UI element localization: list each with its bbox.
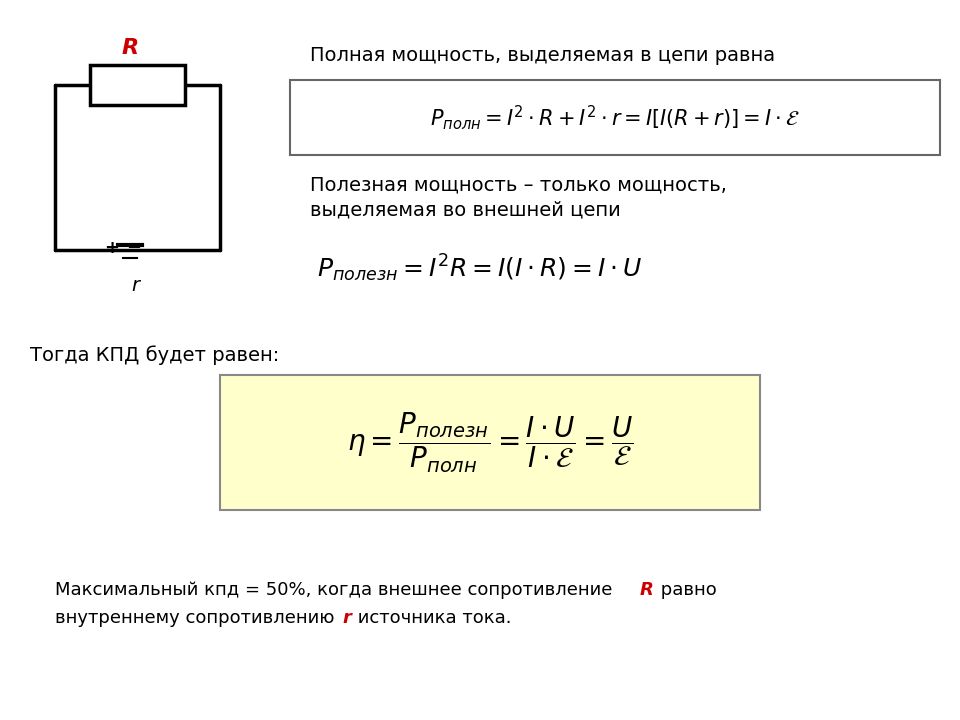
Text: r: r <box>131 276 139 294</box>
Text: Полезная мощность – только мощность,: Полезная мощность – только мощность, <box>310 176 727 194</box>
Text: источника тока.: источника тока. <box>352 609 512 627</box>
Text: $P_{\mathit{полн}} = I^2 \cdot R + I^2 \cdot r = I\left[I(R+r)\right] = I \cdot : $P_{\mathit{полн}} = I^2 \cdot R + I^2 \… <box>430 103 800 132</box>
Text: −: − <box>127 239 141 257</box>
Text: $\eta = \dfrac{P_{\mathit{полезн}}}{P_{\mathit{полн}}} = \dfrac{I \cdot U}{I \cd: $\eta = \dfrac{P_{\mathit{полезн}}}{P_{\… <box>347 410 634 474</box>
Text: +: + <box>105 239 119 257</box>
Text: R: R <box>640 581 654 599</box>
Bar <box>90 65 185 105</box>
Text: выделяемая во внешней цепи: выделяемая во внешней цепи <box>310 200 621 220</box>
Text: Тогда КПД будет равен:: Тогда КПД будет равен: <box>30 345 279 365</box>
Text: равно: равно <box>655 581 717 599</box>
Text: Максимальный кпд = 50%, когда внешнее сопротивление: Максимальный кпд = 50%, когда внешнее со… <box>55 581 618 599</box>
Text: Полная мощность, выделяемая в цепи равна: Полная мощность, выделяемая в цепи равна <box>310 45 775 65</box>
Text: внутреннему сопротивлению: внутреннему сопротивлению <box>55 609 340 627</box>
FancyBboxPatch shape <box>290 80 940 155</box>
Text: r: r <box>342 609 350 627</box>
Text: R: R <box>121 38 138 58</box>
FancyBboxPatch shape <box>220 375 760 510</box>
Text: $P_{\mathit{полезн}} = I^2 R = I(I \cdot R) = I \cdot U$: $P_{\mathit{полезн}} = I^2 R = I(I \cdot… <box>318 252 642 284</box>
